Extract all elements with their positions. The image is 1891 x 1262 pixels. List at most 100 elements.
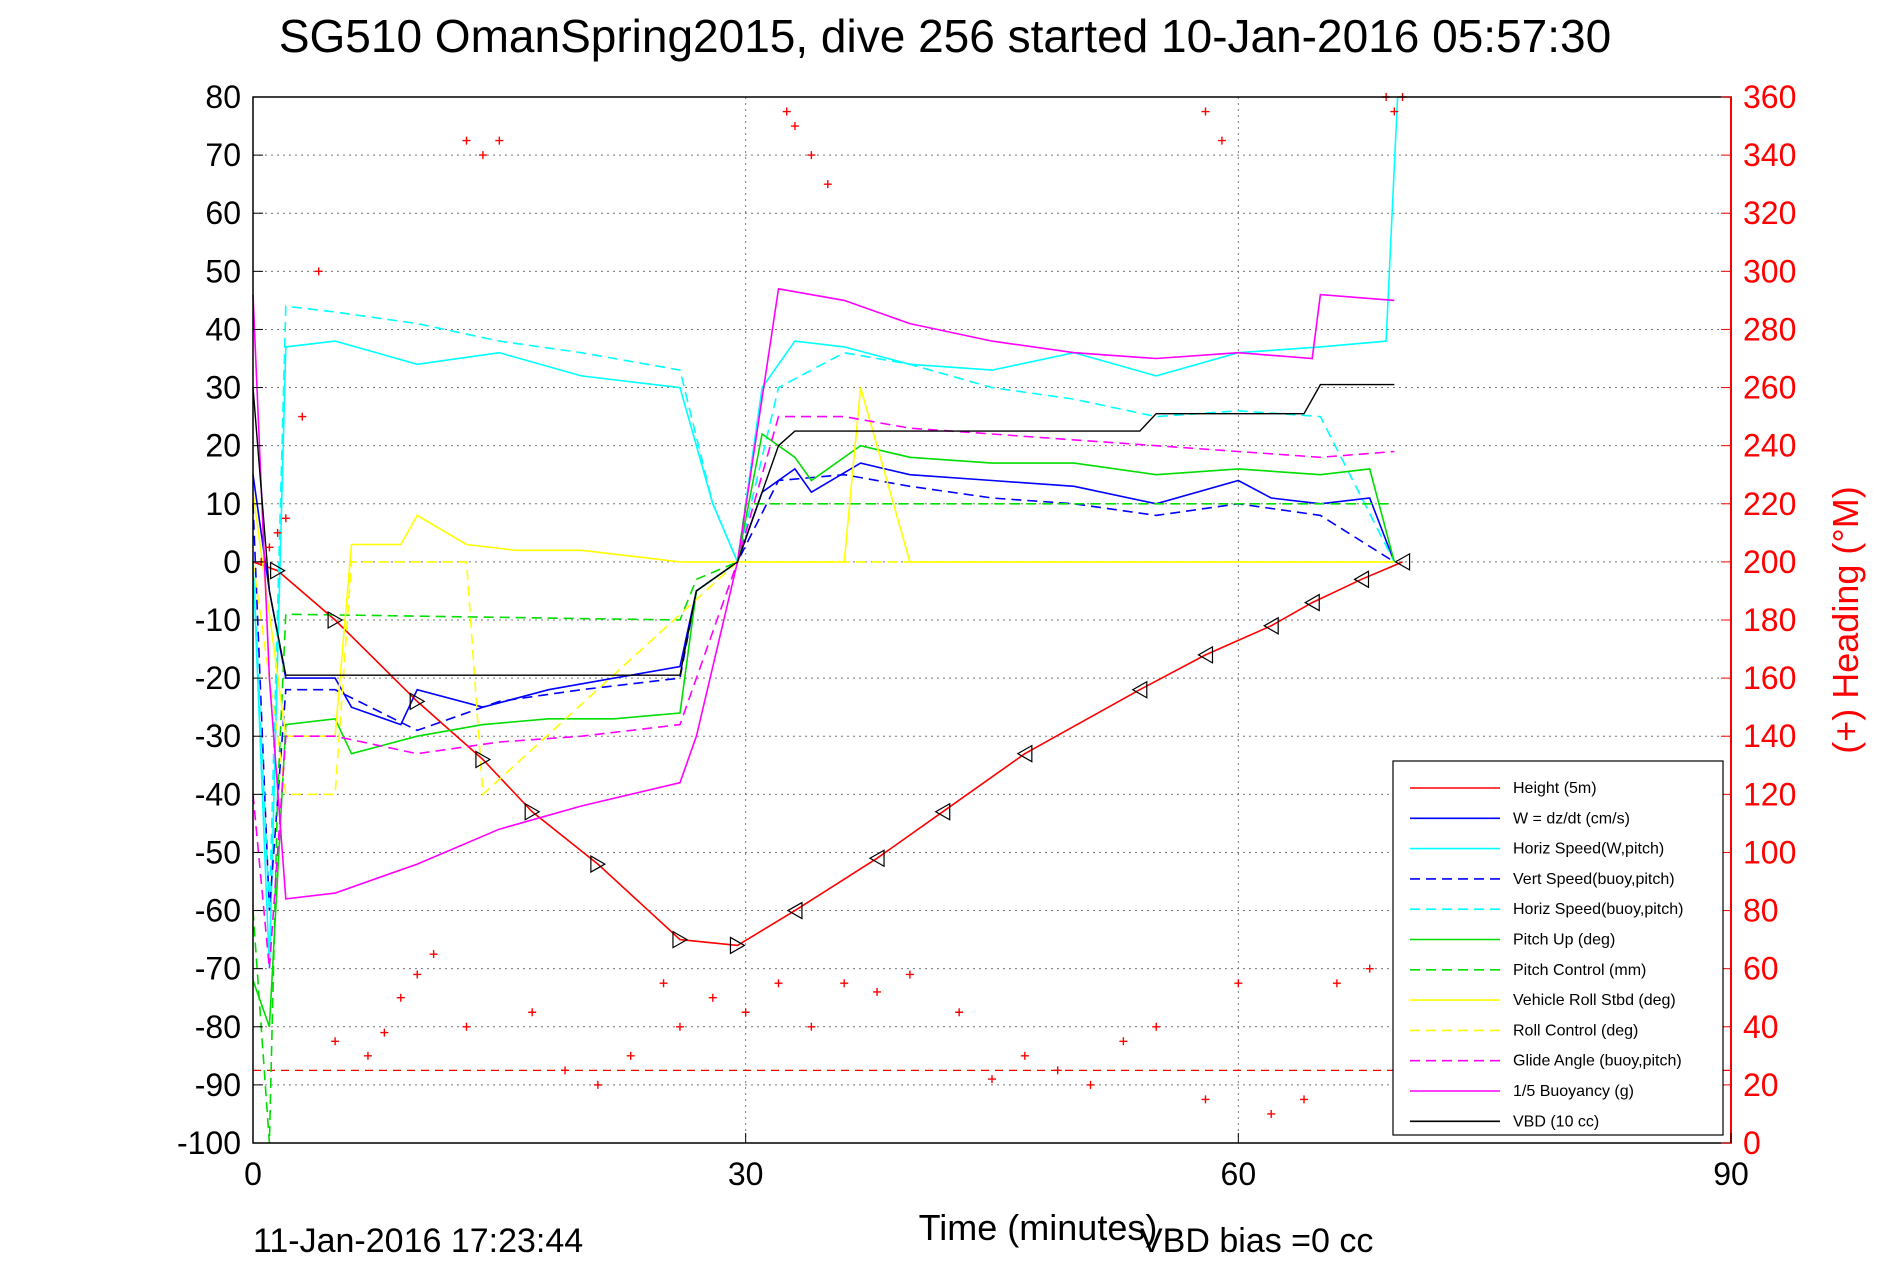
- y-tick-label: -60: [195, 893, 241, 929]
- series-line-2: [252, 96, 1399, 969]
- y-axis-ticks: 80 70 60 50 40 30 20 10 0 -10 -20 -30 -40 -50 -60 -70 -8…: [177, 79, 263, 1161]
- heading-point: [314, 267, 323, 276]
- heading-point: [1332, 979, 1341, 988]
- heading-point: [626, 1051, 635, 1060]
- height-triangle-marker: [1304, 593, 1320, 612]
- right-tick-label: 140: [1743, 718, 1796, 754]
- heading-point: [659, 979, 668, 988]
- height-triangle-marker: [729, 936, 746, 955]
- height-triangle-marker: [672, 930, 689, 949]
- heading-point: [1365, 964, 1374, 973]
- series-line-8: [252, 561, 1395, 797]
- heading-point: [1201, 107, 1210, 116]
- y-tick-label: 80: [205, 79, 241, 115]
- y-tick-label: -10: [195, 602, 241, 638]
- heading-point: [873, 987, 882, 996]
- heading-point: [790, 122, 799, 131]
- legend-entry: 1/5 Buoyancy (g): [1513, 1083, 1634, 1100]
- height-triangle-marker: [1131, 680, 1148, 699]
- height-triangle-marker: [327, 610, 344, 630]
- heading-point: [823, 180, 832, 189]
- heading-point: [708, 993, 717, 1002]
- heading-point: [1020, 1051, 1029, 1060]
- heading-point: [1053, 1066, 1062, 1075]
- y-tick-label: 10: [205, 486, 241, 522]
- series-line-5: [252, 432, 1396, 1028]
- footer-vbd-bias: VBD bias =0 cc: [1140, 1222, 1373, 1260]
- series-line-0: [252, 561, 1403, 947]
- right-tick-label: 40: [1743, 1009, 1779, 1045]
- legend-box: [1392, 760, 1724, 1136]
- heading-point: [429, 950, 438, 959]
- legend-entry: VBD (10 cc): [1513, 1113, 1599, 1130]
- heading-point: [675, 1022, 684, 1031]
- right-tick-label: 360: [1743, 79, 1796, 115]
- heading-markers: [257, 93, 1407, 1118]
- legend-entry: Vert Speed(buoy,pitch): [1513, 871, 1675, 888]
- heading-point: [1152, 1022, 1161, 1031]
- heading-point: [561, 1066, 570, 1075]
- y-tick-label: -30: [195, 718, 241, 754]
- right-tick-label: 180: [1743, 602, 1796, 638]
- right-tick-label: 200: [1743, 544, 1796, 580]
- right-tick-label: 100: [1743, 834, 1796, 870]
- heading-point: [1201, 1095, 1210, 1104]
- right-tick-label: 240: [1743, 428, 1796, 464]
- y-tick-label: -100: [177, 1125, 241, 1161]
- y-tick-label: 0: [223, 544, 241, 580]
- heading-point: [265, 543, 274, 552]
- y-tick-label: 70: [205, 137, 241, 173]
- heading-point: [1300, 1095, 1309, 1104]
- right-tick-label: 0: [1743, 1125, 1761, 1161]
- legend-entry: Roll Control (deg): [1513, 1022, 1638, 1039]
- right-tick-label: 260: [1743, 370, 1796, 406]
- heading-point: [273, 528, 282, 537]
- heading-point: [1217, 136, 1226, 145]
- heading-point: [331, 1037, 340, 1046]
- footer-timestamp: 11-Jan-2016 17:23:44: [253, 1222, 583, 1260]
- y-tick-label: 20: [205, 428, 241, 464]
- chart-legend: Height (5m) W = dz/dt (cm/s) Horiz Speed(W…: [1392, 760, 1724, 1136]
- x-tick-label: 90: [1713, 1156, 1749, 1192]
- heading-point: [1086, 1080, 1095, 1089]
- right-tick-label: 60: [1743, 951, 1779, 987]
- heading-point: [1390, 107, 1399, 116]
- right-tick-label: 160: [1743, 660, 1796, 696]
- legend-entry: Pitch Control (mm): [1513, 962, 1646, 979]
- x-axis-ticks: 0 30 60 90: [244, 1133, 1749, 1192]
- heading-point: [495, 136, 504, 145]
- y-tick-label: -90: [195, 1067, 241, 1103]
- heading-point: [905, 970, 914, 979]
- heading-point: [1119, 1037, 1128, 1046]
- x-tick-label: 0: [244, 1156, 262, 1192]
- legend-entry: Horiz Speed(buoy,pitch): [1513, 901, 1683, 918]
- height-triangle-marker: [475, 750, 492, 769]
- right-tick-label: 80: [1743, 893, 1779, 929]
- heading-point: [807, 1022, 816, 1031]
- height-triangle-marker: [1016, 744, 1033, 763]
- height-triangle-marker: [934, 802, 951, 821]
- heading-point: [840, 979, 849, 988]
- height-triangle-marker: [590, 855, 607, 874]
- height-triangle-marker: [1394, 552, 1411, 571]
- heading-point: [298, 412, 307, 421]
- heading-point: [1267, 1109, 1276, 1118]
- right-tick-label: 340: [1743, 137, 1796, 173]
- heading-point: [478, 151, 487, 160]
- legend-entry: W = dz/dt (cm/s): [1513, 810, 1630, 827]
- heading-point: [462, 136, 471, 145]
- height-triangle-marker: [409, 692, 426, 711]
- y-tick-label: 60: [205, 195, 241, 231]
- series-layer: [252, 96, 1403, 1144]
- right-tick-label: 120: [1743, 776, 1796, 812]
- height-triangle-marker: [270, 561, 286, 580]
- dive-triangle-markers: [270, 552, 1411, 955]
- heading-point: [955, 1008, 964, 1017]
- right-tick-label: 280: [1743, 311, 1796, 347]
- y-tick-label: -80: [195, 1009, 241, 1045]
- right-tick-label: 20: [1743, 1067, 1779, 1103]
- heading-point: [528, 1008, 537, 1017]
- y-tick-label: 30: [205, 370, 241, 406]
- x-tick-label: 30: [728, 1156, 764, 1192]
